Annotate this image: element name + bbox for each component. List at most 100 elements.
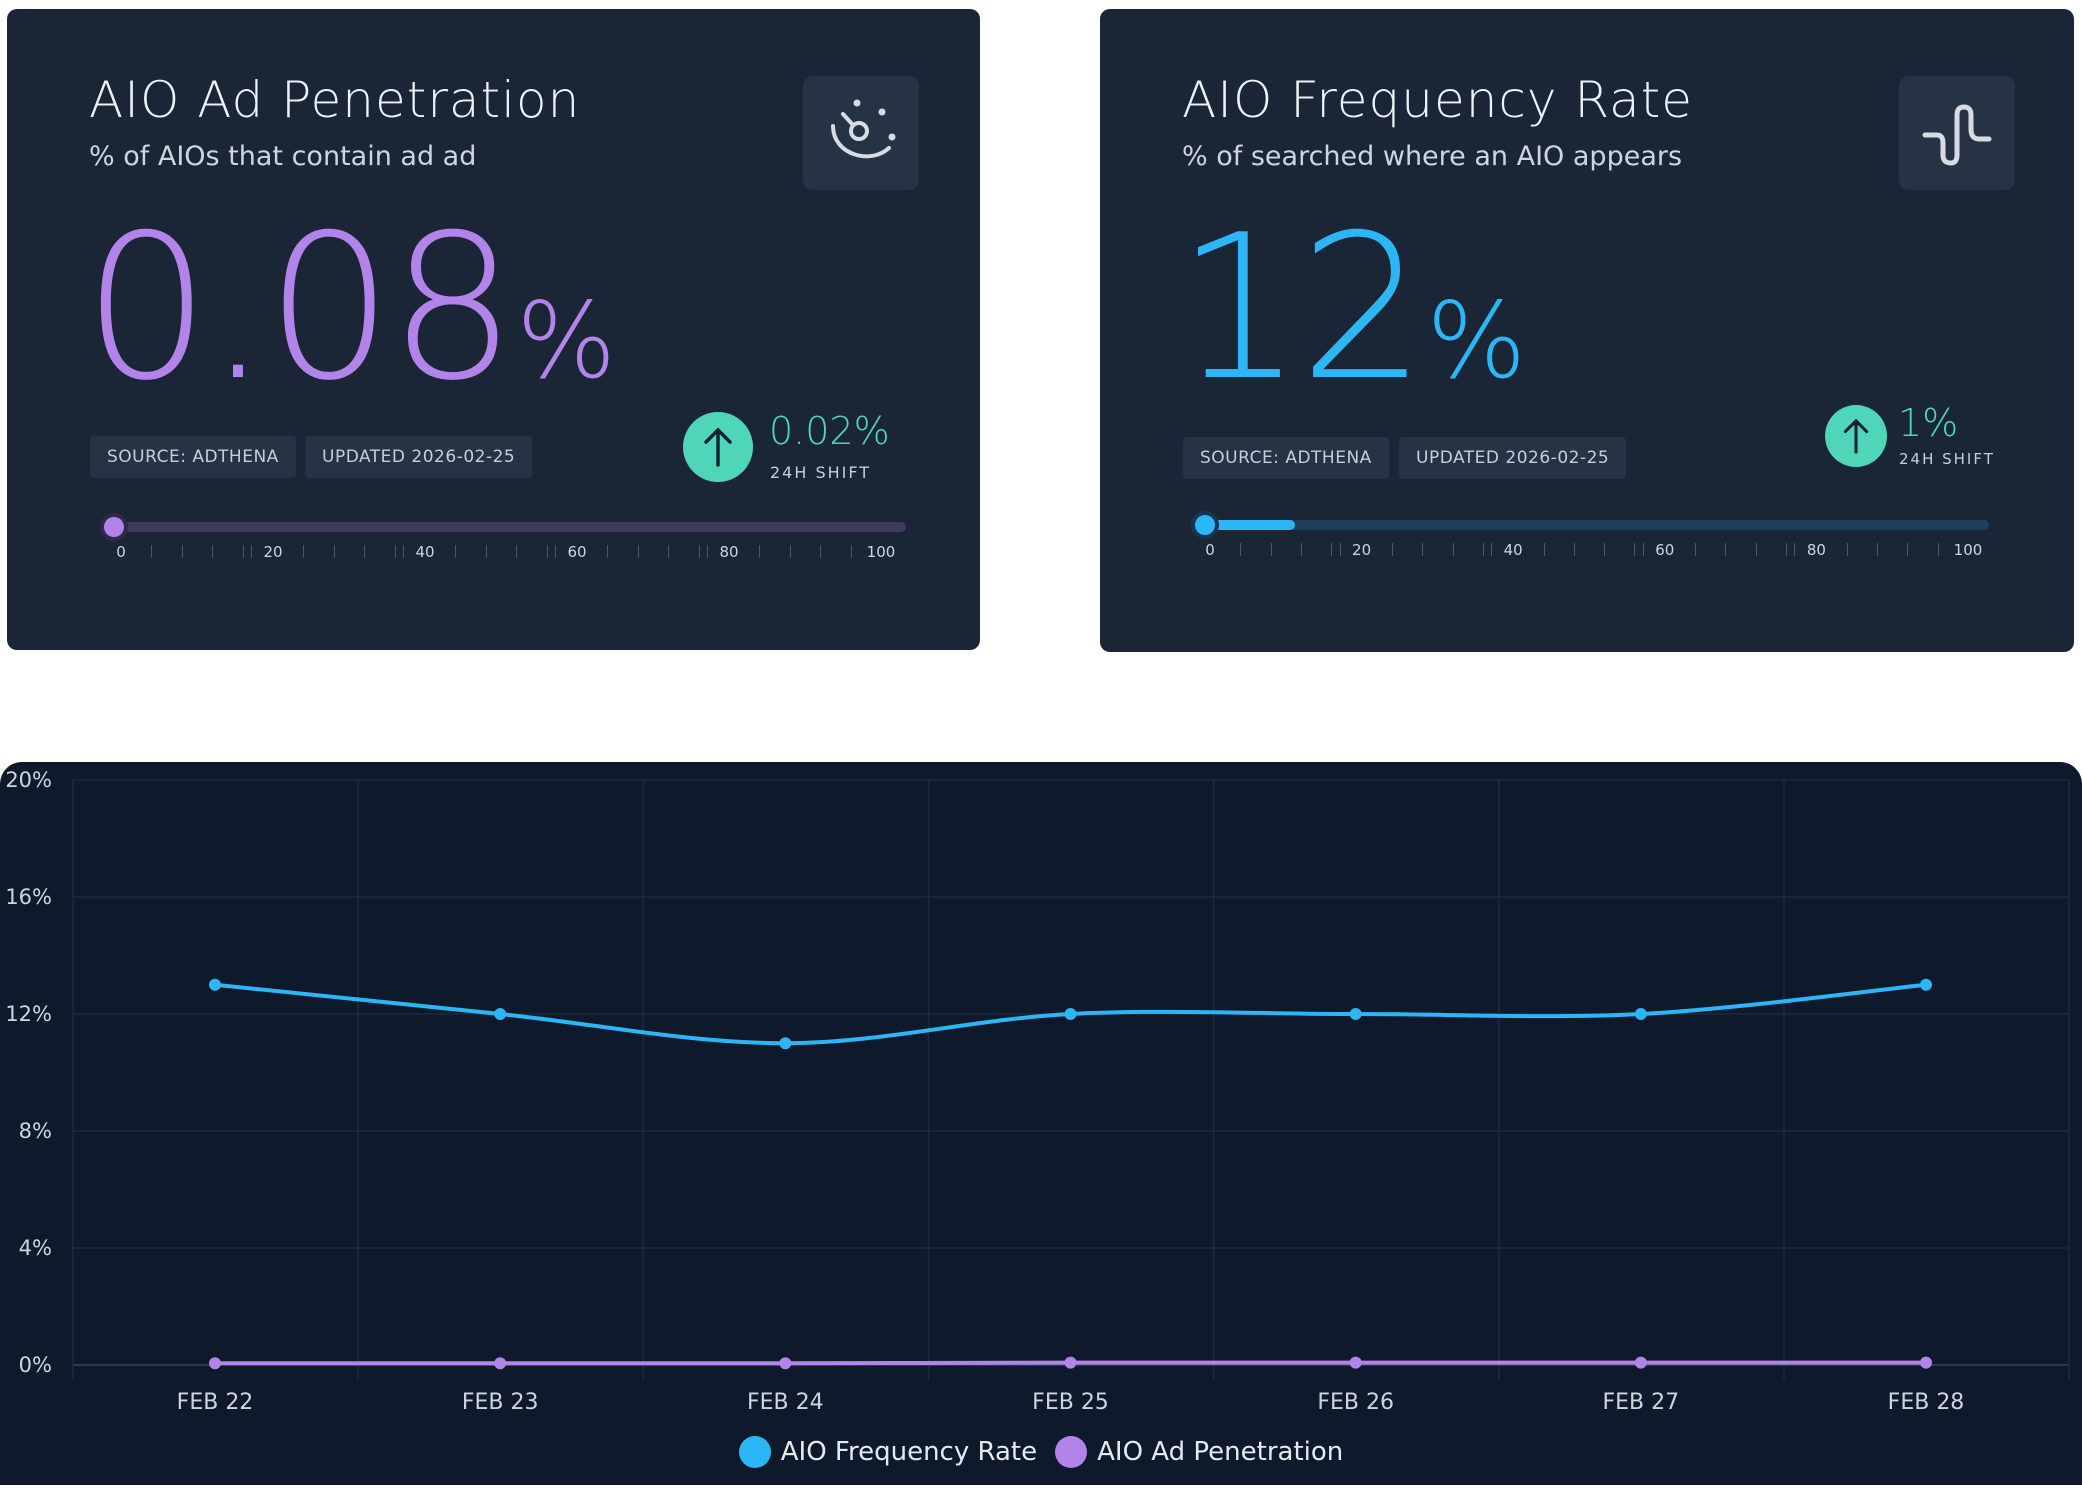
y-tick-label: 16% bbox=[5, 885, 52, 909]
trend-chart: 0% 4% 8% 12% 16% 20% FEB 22 FEB 23 FEB 24 FEB 25 F… bbox=[0, 762, 2082, 1485]
progress-knob bbox=[104, 517, 124, 537]
scale-tick bbox=[1573, 543, 1575, 556]
y-tick-label: 20% bbox=[5, 768, 52, 792]
scale-tick bbox=[333, 545, 335, 558]
data-point bbox=[494, 1008, 507, 1020]
wave-icon bbox=[1899, 76, 2015, 190]
scale-tick bbox=[1634, 543, 1636, 556]
data-point bbox=[1920, 1356, 1932, 1369]
scale-tick bbox=[1391, 543, 1393, 556]
x-tick-label: FEB 22 bbox=[177, 1390, 254, 1415]
card-title: AIO Frequency Rate bbox=[1182, 71, 1694, 129]
ad-penetration-card: AIO Ad Penetration % of AIOs that contai… bbox=[7, 9, 980, 650]
scale-label: 100 bbox=[1953, 541, 1983, 559]
scale-tick bbox=[637, 545, 639, 558]
scale-tick bbox=[668, 545, 670, 558]
legend-label: AIO Frequency Rate bbox=[780, 1437, 1038, 1467]
progress-scale: 0 20 40 60 80 100 bbox=[1205, 541, 1982, 561]
scale-tick bbox=[555, 545, 556, 558]
card-subtitle: % of AIOs that contain ad ad bbox=[89, 141, 477, 172]
scale-label: 60 bbox=[567, 543, 587, 561]
scale-tick bbox=[1695, 543, 1697, 556]
scale-tick bbox=[1422, 543, 1424, 556]
scale-tick bbox=[242, 545, 244, 558]
legend-item-ad-penetration[interactable]: AIO Ad Penetration bbox=[1055, 1436, 1343, 1468]
updated-badge: UPDATED 2026-02-25 bbox=[305, 436, 533, 478]
scale-tick bbox=[1240, 543, 1242, 556]
chart-legend: AIO Frequency Rate AIO Ad Penetration bbox=[0, 1436, 2082, 1468]
progress-scale: 0 20 40 60 80 100 bbox=[116, 543, 895, 563]
updated-badge: UPDATED 2026-02-25 bbox=[1399, 437, 1627, 479]
line-chart: 0% 4% 8% 12% 16% 20% FEB 22 FEB 23 FEB 24 FEB 25 F… bbox=[5, 768, 2070, 1415]
scale-tick bbox=[1543, 543, 1545, 556]
x-tick-label: FEB 23 bbox=[462, 1390, 539, 1415]
scale-tick bbox=[1452, 543, 1454, 556]
scale-tick bbox=[1339, 543, 1341, 556]
arrow-up-icon bbox=[1825, 405, 1887, 467]
metric-value: 12% bbox=[1176, 209, 1526, 441]
x-tick-label: FEB 28 bbox=[1888, 1390, 1965, 1415]
scale-label: 100 bbox=[866, 543, 896, 561]
metric-number: 0.08 bbox=[83, 192, 516, 425]
data-point bbox=[1064, 1008, 1077, 1020]
scale-tick bbox=[759, 545, 761, 558]
scale-tick bbox=[455, 545, 457, 558]
data-point bbox=[1634, 1356, 1647, 1369]
scale-tick bbox=[403, 545, 404, 558]
gauge-icon bbox=[803, 76, 919, 190]
progress-fill bbox=[1200, 520, 1295, 530]
scale-tick bbox=[1755, 543, 1757, 556]
scale-tick bbox=[485, 545, 487, 558]
y-tick-label: 12% bbox=[5, 1002, 52, 1026]
scale-tick bbox=[698, 545, 700, 558]
card-title: AIO Ad Penetration bbox=[89, 71, 581, 129]
source-badge: SOURCE: ADTHENA bbox=[1183, 437, 1389, 479]
data-point bbox=[1349, 1008, 1362, 1020]
scale-tick bbox=[607, 545, 609, 558]
progress-bar bbox=[1195, 515, 1989, 535]
scale-label: 60 bbox=[1655, 541, 1675, 559]
scale-tick bbox=[1270, 543, 1272, 556]
data-point bbox=[1634, 1008, 1647, 1020]
metric-unit: % bbox=[1426, 280, 1527, 402]
scale-tick bbox=[850, 545, 852, 558]
scale-tick bbox=[1794, 543, 1796, 556]
x-tick-label: FEB 24 bbox=[747, 1390, 824, 1415]
scale-tick bbox=[1907, 543, 1909, 556]
data-point bbox=[779, 1357, 792, 1370]
scale-tick bbox=[546, 545, 548, 558]
scale-label: 0 bbox=[1205, 541, 1215, 559]
scale-tick bbox=[1482, 543, 1484, 556]
scale-label: 0 bbox=[116, 543, 126, 561]
scale-label: 20 bbox=[1352, 541, 1372, 559]
scale-tick bbox=[1877, 543, 1879, 556]
x-tick-label: FEB 27 bbox=[1603, 1390, 1680, 1415]
scale-tick bbox=[394, 545, 396, 558]
x-tick-label: FEB 26 bbox=[1317, 1390, 1394, 1415]
scale-tick bbox=[212, 545, 214, 558]
metric-value: 0.08% bbox=[83, 209, 616, 441]
scale-tick bbox=[1786, 543, 1788, 556]
y-tick-label: 0% bbox=[19, 1353, 52, 1377]
source-badge: SOURCE: ADTHENA bbox=[90, 436, 296, 478]
progress-knob bbox=[1195, 515, 1215, 535]
scale-tick bbox=[1642, 543, 1644, 556]
scale-tick bbox=[181, 545, 183, 558]
legend-swatch bbox=[738, 1436, 771, 1468]
data-point bbox=[209, 1357, 221, 1370]
scale-tick bbox=[820, 545, 822, 558]
data-point bbox=[1064, 1356, 1077, 1369]
scale-label: 40 bbox=[415, 543, 435, 561]
shift-value: 0.02% bbox=[769, 409, 890, 453]
x-tick-label: FEB 25 bbox=[1032, 1390, 1109, 1415]
scale-tick bbox=[516, 545, 518, 558]
legend-item-frequency[interactable]: AIO Frequency Rate bbox=[738, 1436, 1038, 1468]
data-point bbox=[1349, 1356, 1362, 1369]
legend-swatch bbox=[1055, 1436, 1088, 1468]
scale-label: 80 bbox=[1806, 541, 1826, 559]
data-point bbox=[779, 1037, 792, 1050]
data-point bbox=[494, 1357, 507, 1370]
scale-tick bbox=[707, 545, 708, 558]
progress-bar bbox=[104, 517, 906, 537]
scale-tick bbox=[789, 545, 791, 558]
